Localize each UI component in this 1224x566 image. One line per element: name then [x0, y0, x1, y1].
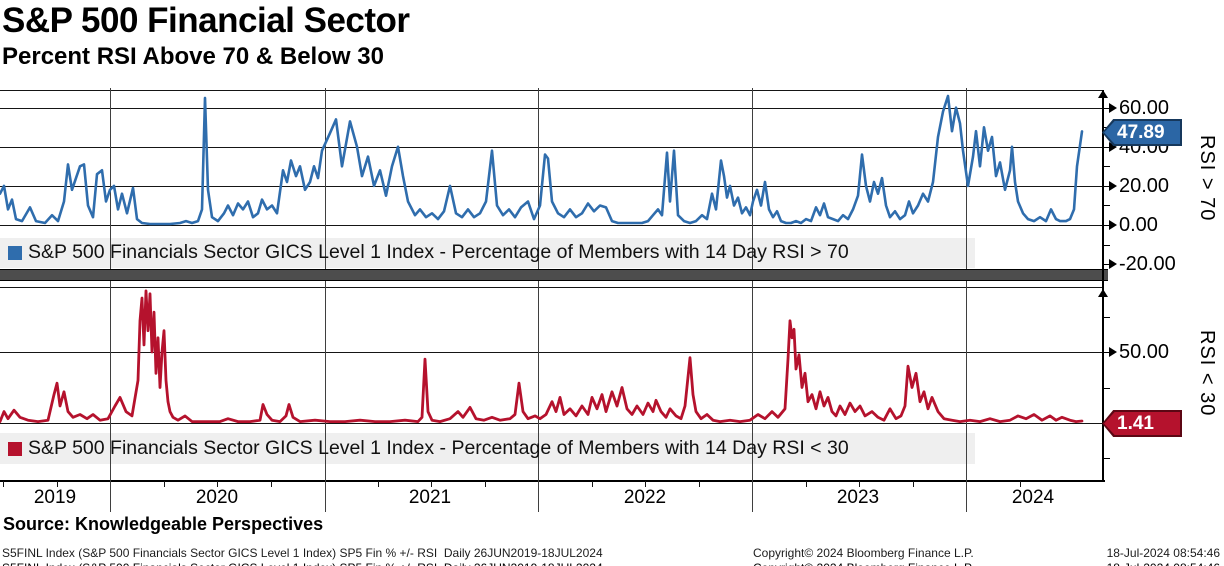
quarter-tick — [859, 481, 860, 487]
y-tick-arrow-icon — [1109, 181, 1117, 191]
y-minor-tick — [1102, 388, 1110, 389]
year-gridline — [966, 88, 967, 512]
quarter-tick — [1020, 481, 1021, 487]
copyright-text: Copyright© 2024 Bloomberg Finance L.P. — [753, 546, 974, 560]
quarter-tick — [806, 481, 807, 487]
x-year-label: 2020 — [195, 487, 239, 508]
legend-marker-red — [8, 442, 22, 456]
axis-top-arrow-icon — [1098, 289, 1108, 297]
terminal-footer-line: S5FINL Index (S&P 500 Financials Sector … — [2, 546, 603, 560]
y-tick — [1102, 225, 1113, 226]
quarter-tick — [3, 481, 4, 487]
axis-label-rsi-below-30: RSI < 30 — [1196, 330, 1218, 417]
y-minor-tick — [1102, 317, 1110, 318]
last-value-badge-rsi-above-70: 47.89 — [1102, 119, 1182, 146]
axis-label-rsi-above-70: RSI > 70 — [1196, 135, 1218, 222]
source-credit: Source: Knowledgeable Perspectives — [3, 514, 324, 534]
rsi-above-70-line-chart — [0, 94, 1084, 226]
rsi-below-30-line-chart — [0, 289, 1084, 423]
quarter-tick — [645, 481, 646, 487]
legend-label-rsi-above-70: S&P 500 Financials Sector GICS Level 1 I… — [28, 241, 849, 263]
h-gridline — [0, 352, 1103, 353]
last-value-badge-rsi-below-30: 1.41 — [1102, 410, 1182, 437]
y-tick — [1102, 352, 1113, 353]
x-year-label: 2022 — [623, 487, 667, 508]
year-gridline — [325, 88, 326, 512]
year-gridline — [752, 88, 753, 512]
page-subtitle: Percent RSI Above 70 & Below 30 — [2, 43, 384, 70]
y-tick-label: -20.00 — [1119, 253, 1176, 275]
legend-strip-top — [0, 238, 975, 268]
panel-frame — [0, 90, 1103, 91]
y-tick — [1102, 108, 1113, 109]
y-minor-tick — [1102, 166, 1110, 167]
timestamp: 18-Jul-2024 08:54:46 — [1106, 546, 1220, 560]
y-tick-label: 60.00 — [1119, 97, 1170, 119]
panel-frame — [0, 287, 1103, 288]
quarter-tick — [378, 481, 379, 487]
x-axis-line — [0, 480, 1105, 482]
quarter-tick — [699, 481, 700, 487]
year-gridline — [110, 88, 111, 512]
y-tick — [1102, 186, 1113, 187]
x-year-label: 2024 — [1011, 487, 1055, 508]
h-gridline — [0, 423, 1103, 424]
quarter-tick — [271, 481, 272, 487]
y-tick-label: 50.00 — [1119, 341, 1170, 363]
legend-marker-blue — [8, 246, 22, 260]
x-year-label: 2021 — [408, 487, 452, 508]
right-axis-line — [1102, 90, 1104, 481]
y-minor-tick — [1102, 245, 1110, 246]
y-tick-arrow-icon — [1109, 142, 1117, 152]
panel-divider — [0, 269, 1108, 281]
quarter-tick — [164, 481, 165, 487]
y-tick-arrow-icon — [1109, 347, 1117, 357]
x-year-label: 2019 — [33, 487, 77, 508]
page-title: S&P 500 Financial Sector — [2, 1, 410, 40]
y-tick-arrow-icon — [1109, 259, 1117, 269]
h-gridline — [0, 147, 1103, 148]
axis-top-arrow-icon — [1098, 90, 1108, 98]
h-gridline — [0, 225, 1103, 226]
quarter-tick — [592, 481, 593, 487]
quarter-tick — [431, 481, 432, 487]
y-tick-arrow-icon — [1109, 103, 1117, 113]
quarter-tick — [217, 481, 218, 487]
x-year-label: 2023 — [836, 487, 880, 508]
y-tick-label: 20.00 — [1119, 175, 1170, 197]
y-minor-tick — [1102, 458, 1110, 459]
quarter-tick — [913, 481, 914, 487]
y-minor-tick — [1102, 205, 1110, 206]
year-gridline — [538, 88, 539, 512]
quarter-tick — [57, 481, 58, 487]
legend-label-rsi-below-30: S&P 500 Financials Sector GICS Level 1 I… — [28, 437, 849, 459]
legend-strip-bottom — [0, 433, 975, 464]
y-minor-tick — [1102, 127, 1110, 128]
footer-cutoff-row: S5FINL Index (S&P 500 Financials Sector … — [0, 561, 1224, 566]
h-gridline — [0, 108, 1103, 109]
y-tick-label: 0.00 — [1119, 214, 1158, 236]
quarter-tick — [485, 481, 486, 487]
y-tick — [1102, 264, 1113, 265]
y-tick — [1102, 147, 1113, 148]
y-tick-arrow-icon — [1109, 220, 1117, 230]
